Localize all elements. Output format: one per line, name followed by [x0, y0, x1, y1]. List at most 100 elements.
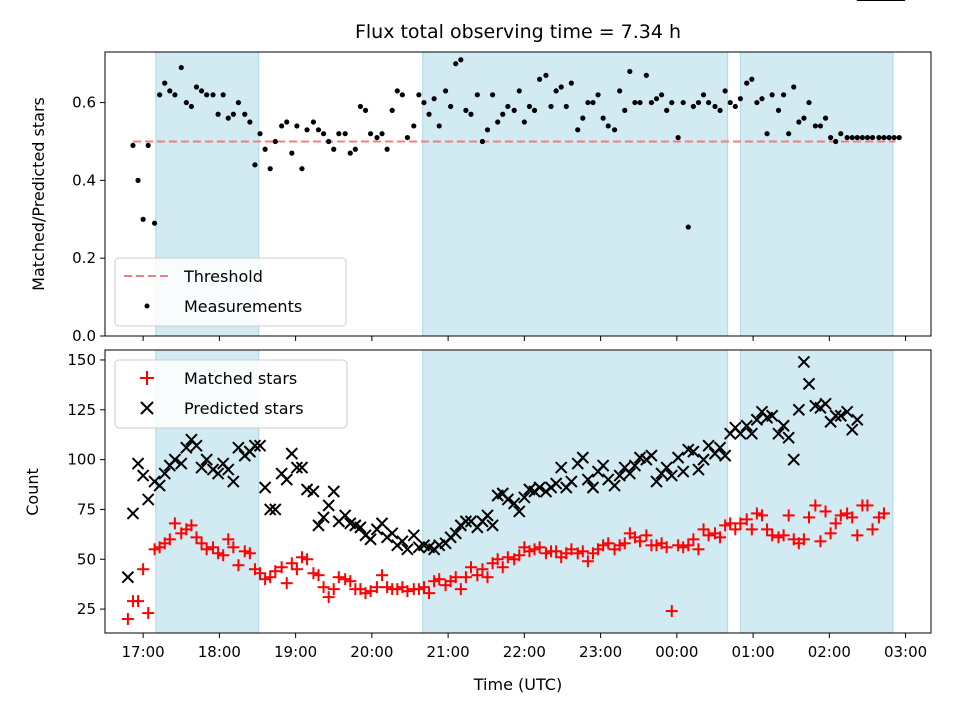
matched-star-point	[809, 499, 822, 512]
measurement-point	[436, 123, 442, 129]
matched-star-point	[254, 567, 267, 580]
measurement-point	[558, 84, 564, 90]
measurement-point	[891, 134, 897, 141]
bottom-panel: 17:00 18:00 19:00 20:00 21:00 22:00 23:00 00:00…	[23, 0, 932, 694]
predicted-star-point	[660, 461, 673, 474]
predicted-star-point	[745, 427, 759, 440]
chart-title: Flux total observing time = 7.34 h	[355, 21, 681, 43]
measurement-point	[516, 88, 522, 94]
measurement-point	[489, 92, 496, 98]
measurement-point	[421, 99, 427, 106]
y-tick-label: 0.2	[72, 249, 96, 267]
predicted-star-point	[180, 441, 193, 454]
measurement-point	[859, 134, 865, 141]
measurement-point	[563, 103, 569, 110]
measurement-point	[526, 103, 533, 110]
matched-star-point	[740, 513, 753, 526]
predicted-star-point	[596, 459, 610, 472]
measurement-point	[220, 92, 226, 98]
measurement-point	[727, 99, 733, 106]
predicted-star-point	[513, 505, 526, 518]
matched-stars-points	[121, 0, 906, 626]
matched-star-point	[212, 547, 225, 560]
matched-star-point	[571, 547, 584, 560]
matched-star-point	[761, 523, 774, 536]
measurement-point	[215, 111, 221, 117]
predicted-star-point	[782, 431, 795, 444]
matched-star-point	[687, 533, 700, 546]
predicted-star-point	[222, 463, 235, 476]
y-tick-label: 75	[77, 500, 96, 518]
matched-star-point	[523, 545, 536, 558]
shaded-span	[739, 51, 894, 337]
measurement-point	[737, 96, 743, 102]
matched-star-point	[428, 575, 441, 588]
measurement-point	[749, 76, 755, 82]
matched-star-point	[132, 595, 145, 608]
predicted-star-point	[168, 453, 182, 466]
measurement-point	[690, 103, 696, 110]
matched-star-point	[677, 541, 690, 554]
matched-star-point	[772, 531, 785, 544]
measurement-point	[357, 103, 364, 110]
predicted-star-point	[290, 461, 304, 474]
measurement-point	[627, 68, 633, 75]
legend-matched-swatch	[140, 371, 154, 385]
matched-star-point	[702, 529, 715, 542]
measurement-point	[881, 134, 887, 141]
matched-star-point	[824, 527, 837, 540]
x-axis-label: Time (UTC)	[473, 675, 562, 694]
matched-star-point	[285, 557, 298, 570]
measurement-point	[225, 115, 231, 121]
matched-star-point	[834, 509, 847, 522]
measurement-point	[495, 119, 501, 125]
matched-star-point	[227, 541, 240, 554]
predicted-star-point	[697, 453, 710, 466]
y-tick-label: 50	[77, 550, 96, 568]
top-x-ticks	[142, 336, 907, 341]
y-tick-label: 100	[67, 451, 96, 469]
matched-star-point	[533, 541, 546, 554]
predicted-star-point	[364, 533, 377, 546]
matched-star-point	[766, 529, 779, 542]
measurement-point	[289, 150, 295, 156]
measurement-point	[183, 99, 189, 106]
predicted-star-point	[396, 535, 409, 548]
measurement-point	[198, 88, 205, 94]
matched-star-point	[476, 563, 489, 576]
matched-star-point	[449, 571, 462, 584]
matched-star-point	[232, 559, 245, 572]
top-legend-frame	[114, 257, 347, 327]
measurement-point	[585, 99, 591, 106]
top-panel: 0.0 0.2 0.4 0.6 Matched/Predicted stars Thr…	[29, 51, 932, 345]
measurement-point	[135, 177, 141, 183]
matched-star-point	[121, 613, 134, 626]
measurement-point	[722, 88, 728, 94]
matched-star-point	[332, 571, 345, 584]
matched-star-point	[222, 533, 235, 546]
matched-star-point	[682, 539, 695, 552]
matched-star-point	[613, 539, 626, 552]
matched-star-point	[200, 543, 213, 556]
matched-star-point	[412, 583, 425, 596]
bottom-axes-frame	[104, 349, 932, 634]
predicted-star-point	[253, 439, 267, 452]
predicted-star-point	[280, 473, 293, 486]
predicted-star-point	[645, 449, 658, 462]
matched-star-point	[207, 541, 220, 554]
measurement-point	[331, 146, 337, 152]
matched-star-point	[597, 539, 610, 552]
predicted-star-point	[613, 469, 626, 482]
measurement-point	[347, 150, 353, 156]
predicted-star-point	[481, 509, 494, 522]
measurement-point	[284, 119, 290, 125]
matched-star-point	[327, 583, 340, 596]
matched-star-point	[633, 535, 646, 548]
measurement-point	[463, 107, 469, 113]
matched-star-point	[417, 581, 430, 594]
predicted-star-point	[385, 527, 399, 540]
predicted-star-point	[131, 457, 145, 470]
measurement-point	[548, 103, 554, 110]
predicted-star-point	[263, 503, 277, 516]
predicted-star-point	[750, 413, 764, 426]
